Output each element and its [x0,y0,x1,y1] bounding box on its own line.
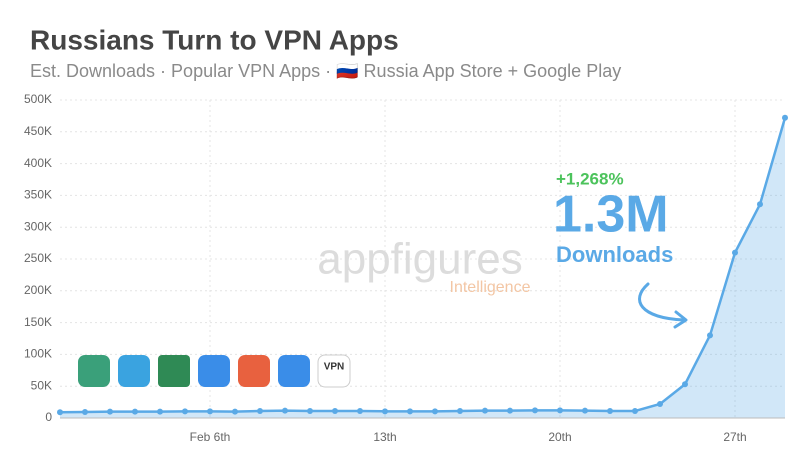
app-icon [198,355,230,387]
annotation-unit: Downloads [556,242,673,267]
point [732,249,738,256]
annotation-arrowhead [673,310,688,329]
watermark-brand: appfigures [317,235,522,284]
annotation-arrow [638,282,686,322]
plot-area: 0 50K 100K 150K 200K 250K 300K 350K 400K 450K 500K… [24,92,788,444]
app-icon-text: VPN [324,362,345,373]
app-icon [118,355,150,387]
point [407,408,413,415]
point [607,408,613,415]
y-tick-label: 200K [24,283,52,297]
chart-title: Russians Turn to VPN Apps [30,24,399,55]
y-tick-label: 150K [24,315,52,329]
point [282,407,288,414]
app-icon [238,355,270,387]
y-tick-label: 400K [24,156,52,170]
point [182,408,188,415]
point [132,408,138,415]
area-fill [60,117,785,419]
point [782,114,788,121]
point [682,381,688,388]
point [657,401,663,408]
point [457,408,463,415]
point [257,408,263,415]
y-tick-label: 100K [24,347,52,361]
y-tick-label: 500K [24,92,52,106]
point [757,201,763,208]
point [482,407,488,414]
x-tick-label: 13th [373,430,396,444]
x-tick-label: Feb 6th [190,430,231,444]
point [332,408,338,415]
x-tick-label: 27th [723,430,746,444]
point [707,332,713,339]
point [357,408,363,415]
y-tick-label: 50K [31,378,52,392]
point [382,408,388,415]
point [582,407,588,414]
app-icon [78,355,110,387]
app-icon [278,355,310,387]
app-icons: VPN [78,354,351,388]
point [82,408,88,415]
y-tick-label: 250K [24,251,52,265]
line [59,117,787,414]
y-tick-label: 0 [45,410,52,424]
point [107,408,113,415]
y-tick-label: 350K [24,188,52,202]
point [207,408,213,415]
annotation-change: +1,268% [556,169,624,188]
point [557,407,563,414]
y-tick-label: 300K [24,219,52,233]
app-icon [158,355,190,387]
point [432,408,438,415]
point [632,408,638,415]
point [157,408,163,415]
x-tick-label: 20th [548,430,571,444]
app-icon [317,354,351,388]
annotation-total: 1.3M [553,186,669,244]
watermark-tag: Intelligence [450,279,531,296]
point [532,407,538,414]
point [232,408,238,415]
chart-subtitle: Est. Downloads · Popular VPN Apps · 🇷🇺 R… [30,61,621,81]
y-tick-label: 450K [24,124,52,138]
point [57,409,63,416]
point [507,407,513,414]
point [307,408,313,415]
